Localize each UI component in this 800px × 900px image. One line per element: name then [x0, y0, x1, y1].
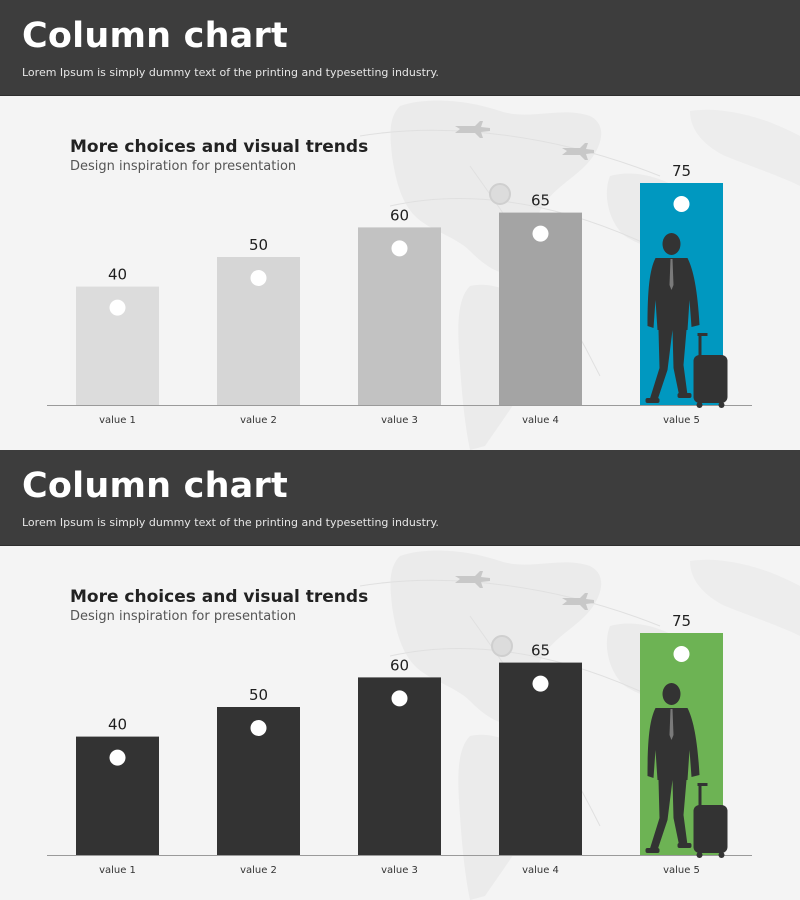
data-label: 40: [108, 716, 127, 734]
bar-marker-dot: [250, 270, 267, 286]
data-label: 50: [249, 686, 268, 704]
data-label: 60: [390, 656, 409, 674]
panel-title: Column chart: [22, 466, 288, 506]
bar-group: 75 value 5: [640, 162, 728, 426]
bar-group: 60 value 3: [358, 656, 441, 876]
panel-header: Column chart Lorem Ipsum is simply dummy…: [0, 0, 800, 96]
chart-area: More choices and visual trends Design in…: [0, 546, 800, 900]
category-label: value 1: [99, 865, 136, 876]
category-label: value 1: [99, 415, 136, 426]
bar-group: 50 value 2: [217, 686, 300, 876]
data-label: 65: [531, 642, 550, 660]
data-label: 50: [249, 236, 268, 254]
bar: [499, 662, 582, 855]
category-label: value 5: [663, 865, 700, 876]
data-label: 65: [531, 192, 550, 210]
traveler-with-suitcase-icon: [645, 683, 728, 858]
bar-marker-dot: [109, 299, 126, 316]
bar-marker-dot: [250, 720, 267, 736]
traveler-with-suitcase-icon: [645, 233, 728, 408]
bar-group: 40 value 1: [76, 266, 159, 426]
bar-marker-dot: [673, 646, 690, 662]
column-chart-panel-2: Column chart Lorem Ipsum is simply dummy…: [0, 450, 800, 900]
bar-group: 65 value 4: [499, 642, 582, 876]
chart-area: More choices and visual trends Design in…: [0, 96, 800, 450]
column-chart-panel-1: Column chart Lorem Ipsum is simply dummy…: [0, 0, 800, 450]
panel-subtitle: Lorem Ipsum is simply dummy text of the …: [22, 516, 439, 529]
bar: [499, 212, 582, 405]
panel-title: Column chart: [22, 16, 288, 56]
category-label: value 4: [522, 415, 559, 426]
column-chart: 40 value 1 50 value 2 60 value 3 65 value 4 75 va…: [47, 162, 752, 426]
data-label: 75: [672, 612, 691, 630]
bar-marker-dot: [391, 240, 408, 257]
data-label: 60: [390, 206, 409, 224]
bar-marker-dot: [532, 225, 549, 242]
data-label: 40: [108, 266, 127, 284]
data-label: 75: [672, 162, 691, 180]
category-label: value 3: [381, 415, 418, 426]
column-chart: 40 value 1 50 value 2 60 value 3 65 value 4 75 va…: [47, 612, 752, 876]
bar: [358, 227, 441, 405]
category-label: value 5: [663, 415, 700, 426]
chart-subtitle: Design inspiration for presentation: [70, 159, 297, 174]
panel-header: Column chart Lorem Ipsum is simply dummy…: [0, 450, 800, 546]
bar: [358, 677, 441, 855]
category-label: value 2: [240, 415, 277, 426]
bar-group: 50 value 2: [217, 236, 300, 426]
bar-group: 60 value 3: [358, 206, 441, 426]
bar-marker-dot: [673, 196, 690, 212]
chart-subtitle: Design inspiration for presentation: [70, 609, 297, 624]
category-label: value 4: [522, 865, 559, 876]
bar-marker-dot: [109, 749, 126, 766]
category-label: value 3: [381, 865, 418, 876]
category-label: value 2: [240, 865, 277, 876]
chart-title: More choices and visual trends: [70, 587, 369, 607]
bar-marker-dot: [391, 690, 408, 707]
bar-marker-dot: [532, 675, 549, 692]
bar-group: 65 value 4: [499, 192, 582, 426]
bar-group: 75 value 5: [640, 612, 728, 876]
panel-subtitle: Lorem Ipsum is simply dummy text of the …: [22, 66, 439, 79]
bar-group: 40 value 1: [76, 716, 159, 876]
chart-title: More choices and visual trends: [70, 137, 369, 157]
